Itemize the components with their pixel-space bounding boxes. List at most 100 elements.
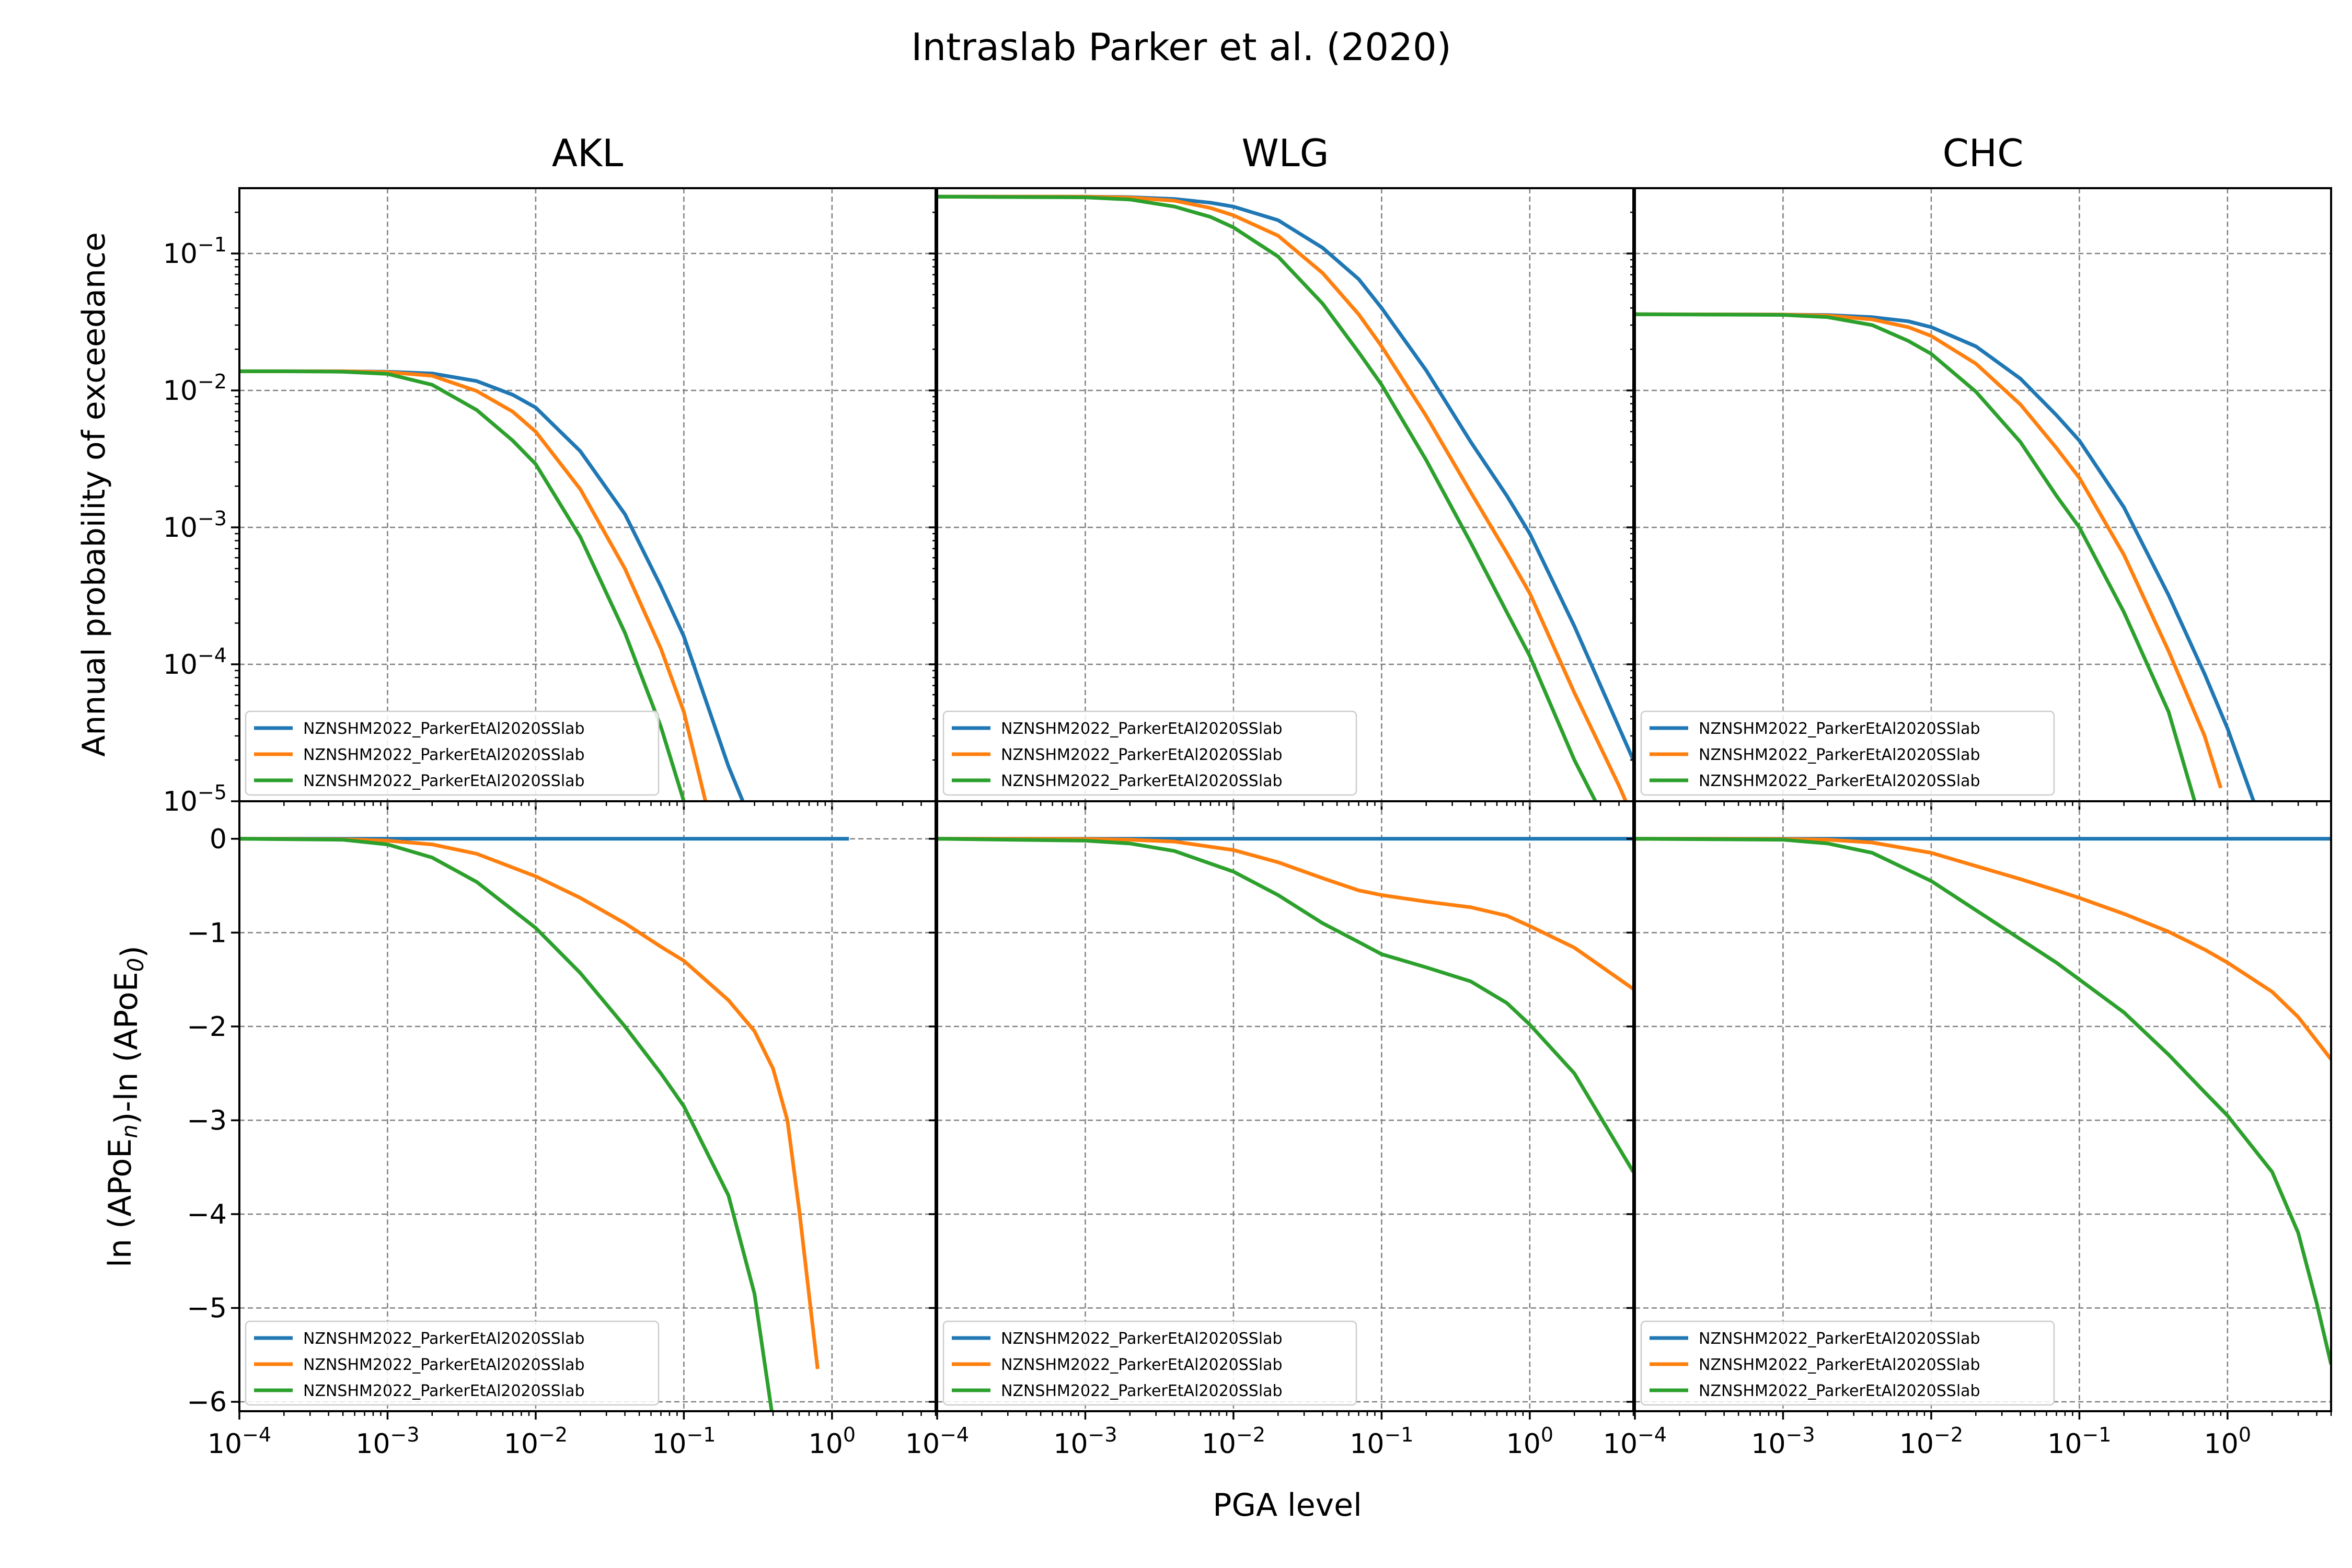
axes-frame	[936, 800, 1634, 1412]
legend-box	[1640, 710, 2055, 796]
legend: NZNSHM2022_ParkerEtAl2020SSlab NZNSHM2022…	[942, 1320, 1357, 1406]
series-group	[239, 837, 849, 1411]
series-line-2	[937, 194, 1628, 801]
legend: NZNSHM2022_ParkerEtAl2020SSlab NZNSHM2022…	[1640, 710, 2055, 796]
x-axis-title: PGA level	[1213, 1487, 1362, 1524]
y-tick-label: 10−3	[163, 507, 227, 544]
x-tick-label: 10−3	[1751, 1423, 1815, 1460]
x-tick-label: 10−1	[2047, 1423, 2111, 1460]
legend-label: NZNSHM2022_ParkerEtAl2020SSlab	[303, 1356, 585, 1374]
legend-label: NZNSHM2022_ParkerEtAl2020SSlab	[1699, 746, 1980, 764]
legend-label: NZNSHM2022_ParkerEtAl2020SSlab	[303, 772, 585, 790]
legend-box	[1640, 1320, 2055, 1406]
x-tick-label: 10−4	[207, 1423, 271, 1460]
grid-lines	[936, 801, 1633, 1411]
series-group	[1635, 837, 2331, 1365]
y-tick-label: 10−4	[163, 644, 227, 681]
legend-label: NZNSHM2022_ParkerEtAl2020SSlab	[303, 1382, 585, 1400]
legend-label: NZNSHM2022_ParkerEtAl2020SSlab	[1699, 1382, 1980, 1400]
legend-label: NZNSHM2022_ParkerEtAl2020SSlab	[303, 1330, 585, 1348]
legend-label: NZNSHM2022_ParkerEtAl2020SSlab	[1001, 746, 1283, 764]
subplots-grid: 10−5 10−4 10−3 10−2 10−1 NZNSHM2022_ParkerEtA…	[76, 131, 2332, 1460]
legend-label: NZNSHM2022_ParkerEtAl2020SSlab	[303, 746, 585, 764]
y-tick-label: −1	[187, 917, 227, 949]
legend-box	[245, 1320, 660, 1406]
series-line-3	[1635, 837, 2331, 1365]
x-tick-label: 10−4	[905, 1423, 969, 1460]
legend-label: NZNSHM2022_ParkerEtAl2020SSlab	[1001, 1382, 1283, 1400]
axes-frame	[1634, 187, 2332, 802]
series-group	[937, 194, 1633, 801]
series-line-2	[1635, 312, 2223, 789]
legend-box	[942, 1320, 1357, 1406]
subplot-bottom-right: 10−4 10−3 10−2 10−1 100 NZNSHM2022_ParkerEtAl…	[1603, 800, 2332, 1460]
x-tick-label: 10−3	[355, 1423, 419, 1460]
y-tick-label: −5	[187, 1293, 227, 1324]
series-line-2	[239, 837, 820, 1369]
subplot-top-left: 10−5 10−4 10−3 10−2 10−1 NZNSHM2022_ParkerEtA…	[163, 131, 937, 817]
grid-lines	[238, 188, 936, 801]
legend: NZNSHM2022_ParkerEtAl2020SSlab NZNSHM2022…	[245, 1320, 660, 1406]
subplot-title: CHC	[1943, 131, 2024, 175]
series-line-3	[937, 194, 1598, 801]
series-group	[1635, 312, 2256, 801]
y-tick-label: 10−5	[163, 781, 227, 817]
axes-frame	[238, 800, 937, 1412]
subplot-title: AKL	[552, 131, 624, 175]
subplot-bottom-left: 10−4 10−3 10−2 10−1 100 −6 −5 −4 −3 −2 −1 0 NZNSHM20…	[187, 800, 937, 1460]
axis-ticks: 10−5 10−4 10−3 10−2 10−1	[163, 211, 937, 817]
series-line-1	[937, 194, 1633, 761]
x-tick-label: 10−2	[504, 1423, 568, 1460]
figure-title: Intraslab Parker et al. (2020)	[911, 25, 1451, 69]
legend-label: NZNSHM2022_ParkerEtAl2020SSlab	[1699, 772, 1980, 790]
series-line-3	[239, 837, 774, 1411]
x-tick-label: 10−2	[1202, 1423, 1265, 1460]
legend-label: NZNSHM2022_ParkerEtAl2020SSlab	[1699, 1356, 1980, 1374]
legend-label: NZNSHM2022_ParkerEtAl2020SSlab	[1001, 720, 1283, 738]
y-axis-title-top: Annual probability of exceedance	[76, 232, 112, 757]
legend-label: NZNSHM2022_ParkerEtAl2020SSlab	[1699, 720, 1980, 738]
x-tick-label: 100	[809, 1423, 856, 1460]
subplot-title: WLG	[1241, 131, 1329, 175]
y-tick-label: −6	[187, 1387, 227, 1418]
subplot-top-right: NZNSHM2022_ParkerEtAl2020SSlab NZNSHM2022…	[1627, 131, 2332, 810]
series-line-2	[937, 837, 1633, 990]
series-line-3	[1635, 312, 2197, 801]
axis-ticks: 10−4 10−3 10−2 10−1 100 −6 −5 −4 −3 −2 −1 0	[187, 824, 937, 1460]
legend-label: NZNSHM2022_ParkerEtAl2020SSlab	[1001, 1330, 1283, 1348]
legend-box	[245, 710, 660, 796]
x-tick-label: 10−1	[652, 1423, 716, 1460]
y-tick-label: −4	[187, 1199, 227, 1230]
legend-label: NZNSHM2022_ParkerEtAl2020SSlab	[1699, 1330, 1980, 1348]
x-tick-label: 10−1	[1350, 1423, 1413, 1460]
grid-lines	[238, 801, 936, 1411]
series-group	[937, 837, 1633, 1173]
series-line-3	[239, 369, 686, 801]
legend: NZNSHM2022_ParkerEtAl2020SSlab NZNSHM2022…	[942, 710, 1357, 796]
grid-lines	[1634, 188, 2331, 801]
y-tick-label: 0	[210, 824, 227, 855]
subplot-top-center: NZNSHM2022_ParkerEtAl2020SSlab NZNSHM2022…	[929, 131, 1634, 810]
axes-frame	[238, 187, 937, 802]
series-group	[239, 369, 745, 801]
legend-label: NZNSHM2022_ParkerEtAl2020SSlab	[303, 720, 585, 738]
x-tick-label: 100	[1506, 1423, 1553, 1460]
legend-label: NZNSHM2022_ParkerEtAl2020SSlab	[1001, 1356, 1283, 1374]
x-tick-label: 10−3	[1053, 1423, 1117, 1460]
legend-label: NZNSHM2022_ParkerEtAl2020SSlab	[1001, 772, 1283, 790]
series-line-3	[937, 837, 1633, 1173]
grid-lines	[936, 188, 1633, 801]
grid-lines	[1634, 801, 2331, 1411]
y-tick-label: 10−2	[163, 370, 227, 407]
subplot-bottom-center: 10−4 10−3 10−2 10−1 100 NZNSHM2022_ParkerEtAl…	[905, 800, 1634, 1460]
y-axis-title-bottom: ln (APoEn)-ln (APoE0)	[102, 946, 151, 1267]
y-tick-label: −2	[187, 1011, 227, 1043]
legend-box	[942, 710, 1357, 796]
y-tick-label: −3	[187, 1105, 227, 1136]
legend: NZNSHM2022_ParkerEtAl2020SSlab NZNSHM2022…	[245, 710, 660, 796]
y-tick-label: 10−1	[163, 233, 227, 270]
x-tick-label: 10−2	[1899, 1423, 1963, 1460]
x-tick-label: 10−4	[1603, 1423, 1667, 1460]
legend: NZNSHM2022_ParkerEtAl2020SSlab NZNSHM2022…	[1640, 1320, 2055, 1406]
